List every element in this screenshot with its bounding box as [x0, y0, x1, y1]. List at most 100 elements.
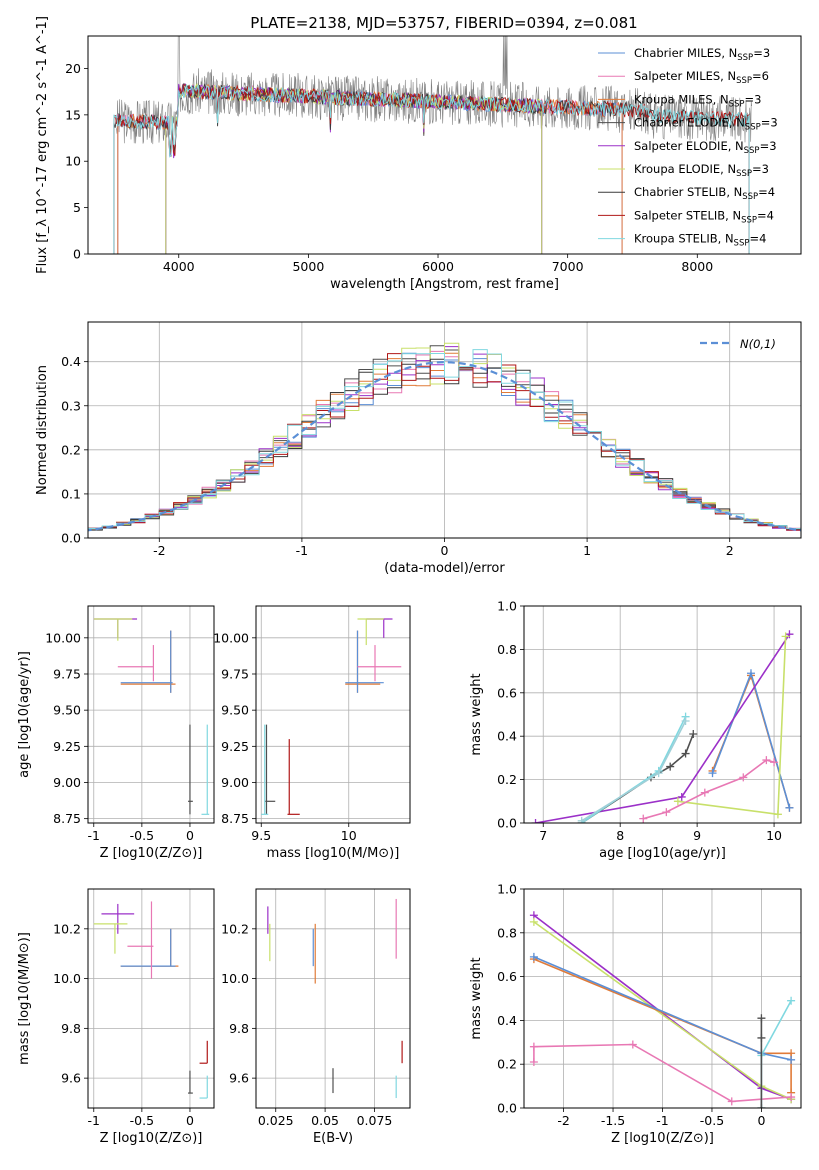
x-tick-label: 1	[583, 543, 591, 558]
x-axis-label: Z [log10(Z/Z⊙)]	[611, 1131, 714, 1146]
mass-weight-line	[643, 759, 775, 820]
x-tick-label: -1	[656, 1113, 668, 1128]
mass-weight-marker	[529, 952, 538, 961]
x-tick-label: -2	[557, 1113, 569, 1128]
x-tick-label: 0	[757, 1113, 765, 1128]
mass-weight-marker	[787, 1093, 796, 1102]
mass-weight-marker	[662, 808, 671, 817]
y-tick-label: 9.8	[229, 1021, 249, 1036]
mass-weight-marker	[708, 769, 717, 778]
mass-weight-marker	[577, 816, 586, 823]
y-tick-label: 5	[73, 200, 81, 215]
mass-weight-line	[535, 633, 791, 823]
panel-massweight-vs-Z: -2 -1.5 -1 -0.5 0 0.0 0.2 0.4 0.6 0.8 1.0 Z [log10(…	[469, 882, 802, 1146]
legend-label: Kroupa STELIB, NSSP=4	[634, 232, 766, 249]
x-tick-label: 7	[539, 828, 547, 843]
x-tick-label: 0.025	[258, 1113, 294, 1128]
mass-weight-marker	[529, 917, 538, 926]
plot-area	[531, 630, 794, 823]
axes-frame	[255, 605, 411, 824]
observed-spectrum	[116, 36, 752, 145]
y-tick-label: 9.50	[53, 703, 81, 718]
y-tick-label: 10	[65, 154, 81, 169]
axes-frame	[523, 605, 802, 824]
plot-area	[267, 898, 403, 1099]
y-axis-label: Normed distribution	[35, 365, 50, 495]
residual-histogram	[88, 349, 801, 533]
panel-age-vs-mass: 9.5 10 8.75 9.00 9.25 9.50 9.75 10.00 mass [log1…	[213, 605, 411, 861]
panel-spectrum: 4000 5000 6000 7000 8000 0 5 10 15 20 wavelength […	[35, 16, 802, 292]
x-tick-label: 0	[441, 543, 449, 558]
x-tick-label: -0.5	[130, 828, 154, 843]
axes-frame	[87, 605, 215, 824]
x-tick-label: 8000	[681, 259, 713, 274]
legend-label: Salpeter MILES, NSSP=6	[634, 69, 769, 86]
x-tick-label: 0.05	[311, 1113, 339, 1128]
legend-label: Chabrier MILES, NSSP=3	[634, 46, 770, 63]
panel-mass-vs-EBV: 0.025 0.05 0.075 9.6 9.8 10.0 10.2 E(B-V)	[221, 888, 411, 1146]
x-tick-label: 0	[186, 828, 194, 843]
model-spectrum-line	[113, 84, 750, 254]
mass-weight-marker	[762, 756, 771, 765]
x-tick-label: 9	[693, 828, 701, 843]
y-tick-label: 9.75	[221, 666, 249, 681]
axes-frame	[87, 321, 802, 539]
axes-frame	[87, 888, 215, 1109]
y-axis-label: mass weight	[469, 673, 484, 755]
x-axis-label: Z [log10(Z/Z⊙)]	[100, 1131, 203, 1146]
y-tick-label: 9.00	[221, 775, 249, 790]
mass-weight-marker	[785, 803, 794, 812]
legend-label: Kroupa MILES, NSSP=3	[634, 92, 761, 109]
x-tick-label: 0	[186, 1113, 194, 1128]
y-tick-label: 0.2	[497, 772, 517, 787]
x-tick-label: 6000	[422, 259, 454, 274]
legend-label: Salpeter STELIB, NSSP=4	[634, 208, 774, 225]
y-axis-label: mass [log10(M/M⊙)]	[17, 932, 32, 1065]
spectrum-title: PLATE=2138, MJD=53757, FIBERID=0394, z=0…	[250, 14, 637, 32]
y-tick-label: 0.1	[61, 486, 81, 501]
x-axis-label: (data-model)/error	[384, 561, 505, 576]
model-spectrum-line	[113, 84, 750, 254]
plot-area	[113, 36, 752, 254]
plot-area	[93, 901, 208, 1099]
y-tick-label: 0.2	[497, 1057, 517, 1072]
y-tick-label: 9.6	[229, 1071, 249, 1086]
panel-residuals: -2 -1 0 1 2 0.0 0.1 0.2 0.3 0.4 (data-model)/error…	[35, 321, 802, 576]
y-tick-label: 0.8	[497, 642, 517, 657]
mass-weight-marker	[628, 1040, 637, 1049]
y-tick-label: 8.75	[53, 811, 81, 826]
plot-area	[93, 618, 210, 815]
x-tick-label: 7000	[552, 259, 584, 274]
y-tick-label: 0.3	[61, 398, 81, 413]
x-tick-label: -2	[153, 543, 165, 558]
y-tick-label: 10.2	[221, 921, 249, 936]
x-tick-label: 9.5	[251, 828, 271, 843]
mass-weight-marker	[531, 819, 540, 823]
y-tick-label: 8.75	[221, 811, 249, 826]
panel-age-vs-Z: -1 -0.5 0 8.75 9.00 9.25 9.50 9.75 10.00 Z [log10…	[17, 605, 215, 861]
y-tick-label: 9.8	[61, 1021, 81, 1036]
x-tick-label: 10	[341, 828, 357, 843]
x-tick-label: 10	[766, 828, 782, 843]
mass-weight-marker	[673, 797, 682, 806]
panel-massweight-vs-age: 7 8 9 10 0.0 0.2 0.4 0.6 0.8 1.0 age [log10(age/yr…	[469, 599, 802, 861]
mass-weight-marker	[746, 669, 755, 678]
x-tick-label: -1.5	[601, 1113, 625, 1128]
y-tick-label: 0.4	[497, 729, 517, 744]
y-tick-label: 0.0	[497, 816, 517, 831]
y-tick-label: 0.0	[497, 1101, 517, 1116]
mass-weight-marker	[529, 1058, 538, 1067]
x-axis-label: age [log10(age/yr)]	[599, 846, 726, 861]
mass-weight-marker	[654, 769, 663, 778]
axes-frame	[523, 888, 802, 1109]
legend-label: Salpeter ELODIE, NSSP=3	[634, 139, 777, 156]
y-tick-label: 10.0	[53, 971, 81, 986]
legend-label: Chabrier STELIB, NSSP=4	[634, 185, 775, 202]
mass-weight-marker	[639, 814, 648, 823]
mass-weight-marker	[787, 1055, 796, 1064]
mass-weight-marker	[529, 1042, 538, 1051]
x-axis-label: wavelength [Angstrom, rest frame]	[330, 277, 559, 292]
y-tick-label: 10.0	[221, 971, 249, 986]
y-tick-label: 15	[65, 107, 81, 122]
